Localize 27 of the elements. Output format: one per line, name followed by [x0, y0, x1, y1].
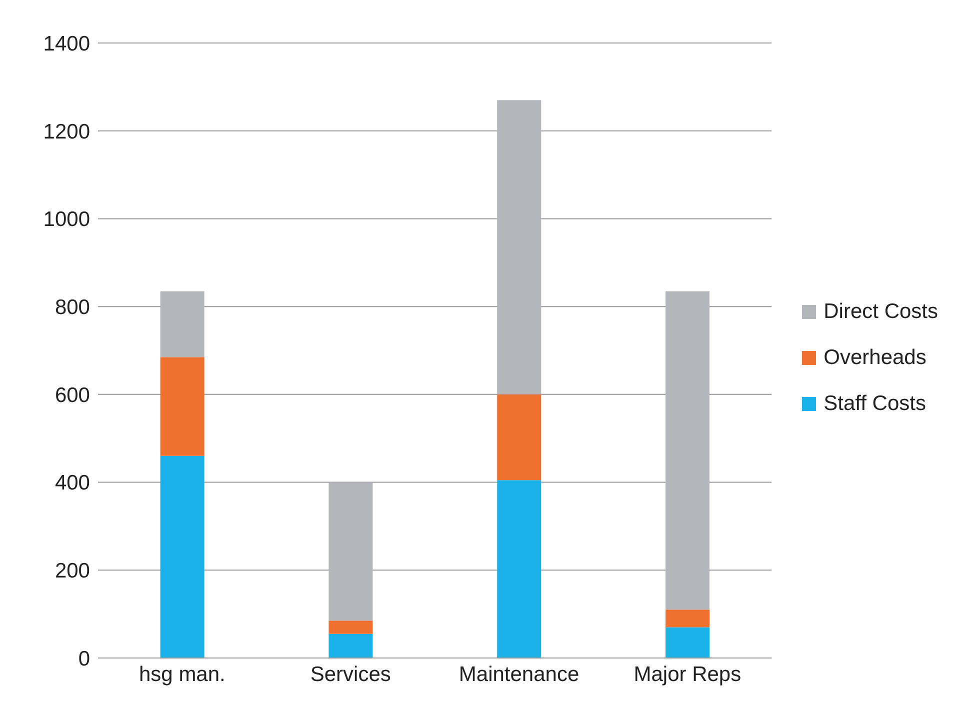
- legend-label: Staff Costs: [824, 392, 926, 416]
- x-tick-label: hsg man.: [139, 662, 226, 686]
- bar: [497, 480, 542, 658]
- y-tick-label: 1200: [43, 120, 90, 144]
- legend-label: Direct Costs: [824, 300, 938, 324]
- bar: [497, 394, 542, 480]
- y-tick-label: 200: [54, 560, 90, 583]
- x-tick-label: Major Reps: [634, 662, 742, 686]
- bar: [328, 620, 373, 634]
- x-tick-label: Maintenance: [458, 662, 580, 686]
- y-tick-label: 800: [54, 296, 90, 320]
- y-tick-label: 600: [54, 384, 90, 407]
- legend-label: Overheads: [824, 346, 926, 370]
- y-tick-label: 400: [54, 472, 90, 495]
- bar: [328, 634, 373, 658]
- y-tick-label: 1400: [43, 32, 90, 56]
- bar: [666, 627, 710, 658]
- y-tick-label: 1000: [43, 208, 90, 232]
- bar: [497, 100, 542, 394]
- bar: [160, 357, 204, 456]
- bar: [160, 456, 204, 658]
- bar: [160, 291, 204, 358]
- bar: [666, 291, 710, 610]
- bar: [666, 610, 710, 628]
- x-tick-label: Services: [310, 662, 391, 686]
- bar: [328, 482, 373, 621]
- y-tick-label: 0: [78, 647, 90, 670]
